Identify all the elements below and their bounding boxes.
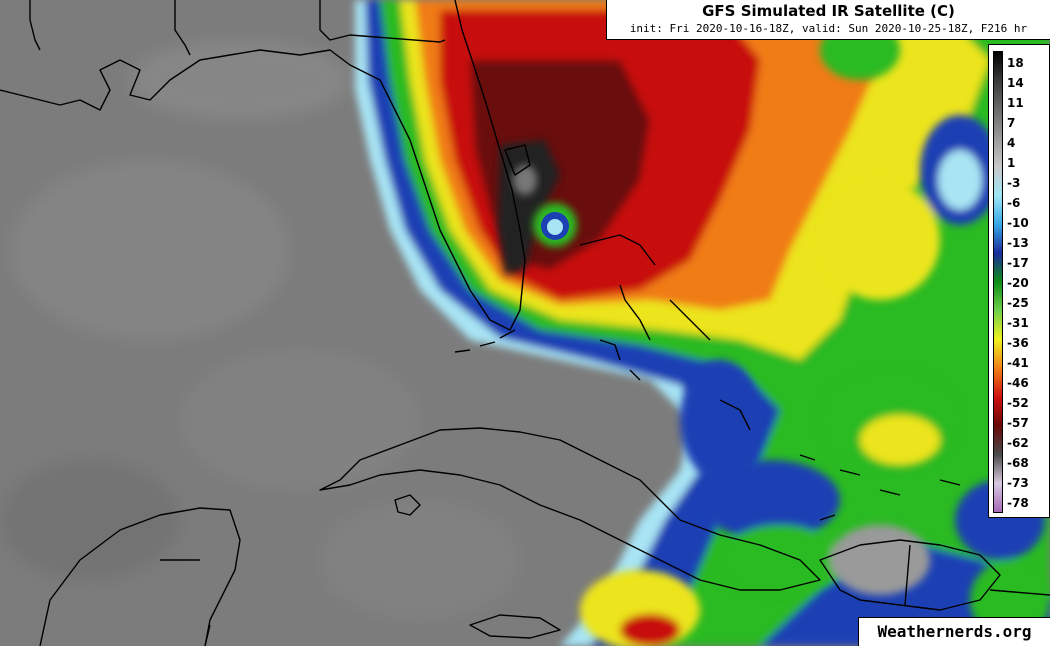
core-black — [498, 140, 560, 275]
map-subtitle: init: Fri 2020-10-16-18Z, valid: Sun 202… — [629, 22, 1028, 35]
color-legend: 18 14 11 7 4 1 -3 -6 -10 -13 -17 -20 -25 -31 -36 -41 -46… — [988, 44, 1050, 518]
legend-tick-label: 7 — [1007, 116, 1016, 130]
legend-tick-label: -20 — [1007, 276, 1029, 290]
clear-sky-texture — [0, 40, 520, 620]
title-box: GFS Simulated IR Satellite (C) init: Fri… — [606, 0, 1050, 40]
legend-tick-label: -57 — [1007, 416, 1029, 430]
legend-tick-label: -25 — [1007, 296, 1029, 310]
legend-tick-label: 18 — [1007, 56, 1024, 70]
hurricane-core — [498, 140, 577, 275]
legend-tick-label: -17 — [1007, 256, 1029, 270]
legend-tick-label: -78 — [1007, 496, 1029, 510]
legend-tick-label: 11 — [1007, 96, 1024, 110]
legend-tick-label: -68 — [1007, 456, 1029, 470]
legend-tick-label: -36 — [1007, 336, 1029, 350]
hurricane-eye — [547, 219, 563, 235]
legend-tick-label: -73 — [1007, 476, 1029, 490]
legend-tick-label: 4 — [1007, 136, 1016, 150]
legend-color-bar — [993, 51, 1003, 513]
legend-tick-label: -31 — [1007, 316, 1029, 330]
legend-tick-label: 1 — [1007, 156, 1016, 170]
secondary-clouds — [580, 20, 1050, 646]
legend-tick-label: -3 — [1007, 176, 1021, 190]
legend-tick-label: -41 — [1007, 356, 1029, 370]
legend-tick-label: -62 — [1007, 436, 1029, 450]
legend-tick-label: -52 — [1007, 396, 1029, 410]
legend-tick-label: -10 — [1007, 216, 1029, 230]
legend-tick-label: -46 — [1007, 376, 1029, 390]
legend-tick-label: 14 — [1007, 76, 1024, 90]
watermark: Weathernerds.org — [858, 617, 1050, 646]
legend-tick-label: -6 — [1007, 196, 1021, 210]
map-title: GFS Simulated IR Satellite (C) — [702, 2, 955, 20]
legend-tick-label: -13 — [1007, 236, 1029, 250]
